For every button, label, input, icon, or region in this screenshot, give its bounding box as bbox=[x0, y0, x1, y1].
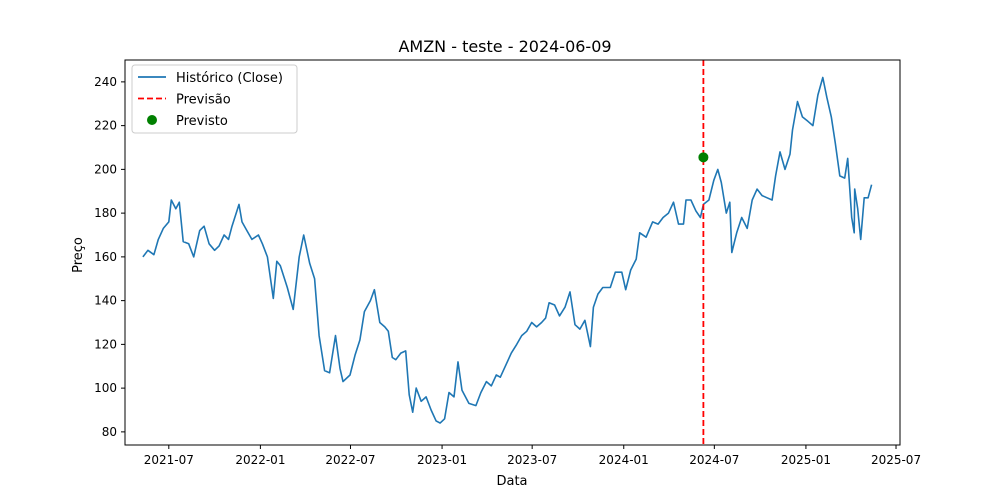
series-layer bbox=[142, 76, 873, 424]
y-tick-label: 220 bbox=[94, 119, 117, 133]
legend-swatch-marker bbox=[147, 115, 157, 125]
y-tick-label: 200 bbox=[94, 162, 117, 176]
x-tick-label: 2021-07 bbox=[144, 453, 194, 467]
forecast-layer bbox=[698, 60, 709, 445]
x-tick-label: 2025-01 bbox=[781, 453, 831, 467]
y-tick-label: 240 bbox=[94, 75, 117, 89]
x-tick-label: 2024-01 bbox=[599, 453, 649, 467]
y-tick-label: 120 bbox=[94, 337, 117, 351]
x-tick-label: 2024-07 bbox=[689, 453, 739, 467]
chart-title: AMZN - teste - 2024-06-09 bbox=[398, 37, 611, 56]
legend-label: Previsão bbox=[176, 93, 231, 108]
y-tick-label: 80 bbox=[102, 425, 117, 439]
forecast-point bbox=[698, 152, 709, 163]
series-line-0 bbox=[142, 76, 873, 424]
legend-box bbox=[131, 64, 298, 134]
x-tick-label: 2023-01 bbox=[417, 453, 467, 467]
x-tick-label: 2022-01 bbox=[235, 453, 285, 467]
plot-area-frame bbox=[124, 59, 901, 446]
x-tick-label: 2022-07 bbox=[325, 453, 375, 467]
y-axis: 80 100 120 140 160 180 200 220 240 bbox=[94, 75, 125, 439]
y-tick-label: 100 bbox=[94, 381, 117, 395]
legend-label: Histórico (Close) bbox=[176, 71, 283, 86]
x-axis: 2021-07 2022-01 2022-07 2023-01 2023-07 2024-… bbox=[144, 445, 921, 467]
x-tick-label: 2025-07 bbox=[871, 453, 921, 467]
x-axis-label: Data bbox=[496, 474, 527, 489]
y-tick-label: 140 bbox=[94, 294, 117, 308]
x-tick-label: 2023-07 bbox=[507, 453, 557, 467]
y-axis-label: Preço bbox=[71, 237, 86, 273]
legend: Histórico (Close) Previsão Previsto bbox=[131, 64, 298, 134]
y-tick-label: 160 bbox=[94, 250, 117, 264]
y-tick-label: 180 bbox=[94, 206, 117, 220]
legend-label: Previsto bbox=[176, 114, 228, 129]
